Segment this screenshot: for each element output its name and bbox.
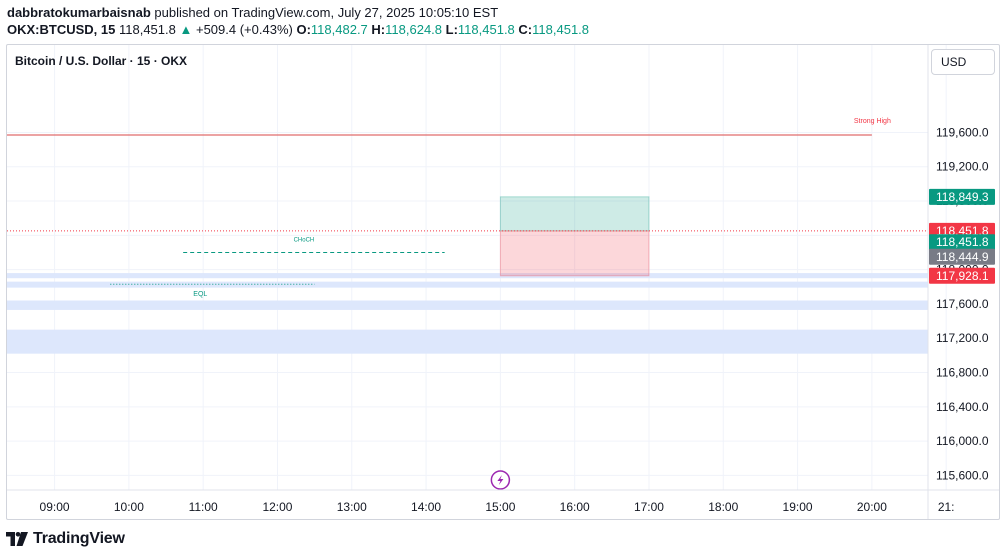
published-text: published on TradingView.com, July 27, 2…: [150, 5, 499, 20]
time-tick-label: 18:00: [708, 500, 738, 514]
time-tick-label: 13:00: [337, 500, 367, 514]
target-zone: [499, 196, 650, 232]
price-axis-badge-label: 118,451.8: [936, 235, 989, 249]
chart-title: Bitcoin / U.S. Dollar · 15 · OKX: [15, 54, 188, 68]
price-change: +509.4 (+0.43%): [195, 22, 293, 37]
low-value: 118,451.8: [457, 22, 515, 37]
time-tick-label: 10:00: [114, 500, 144, 514]
strong-high-label: Strong High: [854, 118, 891, 125]
time-tick-label: 21:: [938, 500, 955, 514]
price-tick-label: 117,600.0: [936, 297, 989, 311]
publish-header: dabbratokumarbaisnab published on Tradin…: [7, 4, 498, 22]
price-axis-badge: [929, 234, 995, 251]
time-tick-label: 20:00: [857, 500, 887, 514]
price-tick-label: 116,400.0: [936, 400, 989, 414]
chart-frame[interactable]: [6, 44, 1000, 520]
low-label: L:: [445, 22, 458, 37]
liquidity-zone: [7, 300, 928, 310]
price-tick-label: 116,000.0: [936, 434, 989, 448]
open-label: O:: [296, 22, 311, 37]
time-tick-label: 16:00: [560, 500, 590, 514]
time-tick-label: 11:00: [189, 500, 218, 514]
tradingview-logo-icon: [6, 532, 28, 546]
time-tick-label: 19:00: [783, 500, 813, 514]
time-tick-label: 15:00: [485, 500, 515, 514]
currency-selector[interactable]: USD: [931, 49, 995, 75]
price-tick-label: 115,600.0: [936, 468, 989, 482]
price-axis-badge: [929, 188, 995, 205]
stop-zone: [499, 230, 650, 277]
symbol-label: OKX:BTCUSD, 15: [7, 22, 116, 37]
quote-line: OKX:BTCUSD, 15 118,451.8 ▲ +509.4 (+0.43…: [7, 21, 589, 39]
liquidity-zone: [7, 329, 928, 354]
price-tick-label: 116,800.0: [936, 366, 989, 380]
last-price: 118,451.8: [118, 22, 176, 37]
price-axis-badge: [929, 248, 995, 265]
price-axis-badge-label: 118,849.3: [936, 190, 989, 204]
price-tick-label: 119,200.0: [936, 160, 989, 174]
open-value: 118,482.7: [310, 22, 368, 37]
eql-label: EQL: [193, 291, 207, 298]
price-tick-label: 117,200.0: [936, 331, 989, 345]
footer-brand[interactable]: TradingView: [6, 529, 125, 549]
choch-label: CHoCH: [294, 237, 315, 243]
brand-name: TradingView: [33, 530, 125, 547]
time-tick-label: 17:00: [634, 500, 664, 514]
price-axis-badge: [929, 267, 995, 284]
author-name[interactable]: dabbratokumarbaisnab: [7, 5, 151, 20]
change-up-icon: ▲: [179, 22, 193, 37]
time-tick-label: 09:00: [40, 500, 70, 514]
close-label: C:: [518, 22, 533, 37]
liquidity-zone: [7, 281, 928, 288]
lightning-bolt-icon: [497, 475, 504, 485]
high-value: 118,624.8: [385, 22, 443, 37]
close-value: 118,451.8: [532, 22, 590, 37]
price-tick-label: 119,600.0: [936, 125, 989, 139]
time-tick-label: 14:00: [411, 500, 441, 514]
price-axis-badge-label: 117,928.1: [936, 269, 989, 283]
price-axis-badge-label: 118,444.9: [936, 250, 989, 264]
high-label: H:: [371, 22, 386, 37]
time-tick-label: 12:00: [262, 500, 292, 514]
liquidity-zone: [7, 273, 928, 279]
